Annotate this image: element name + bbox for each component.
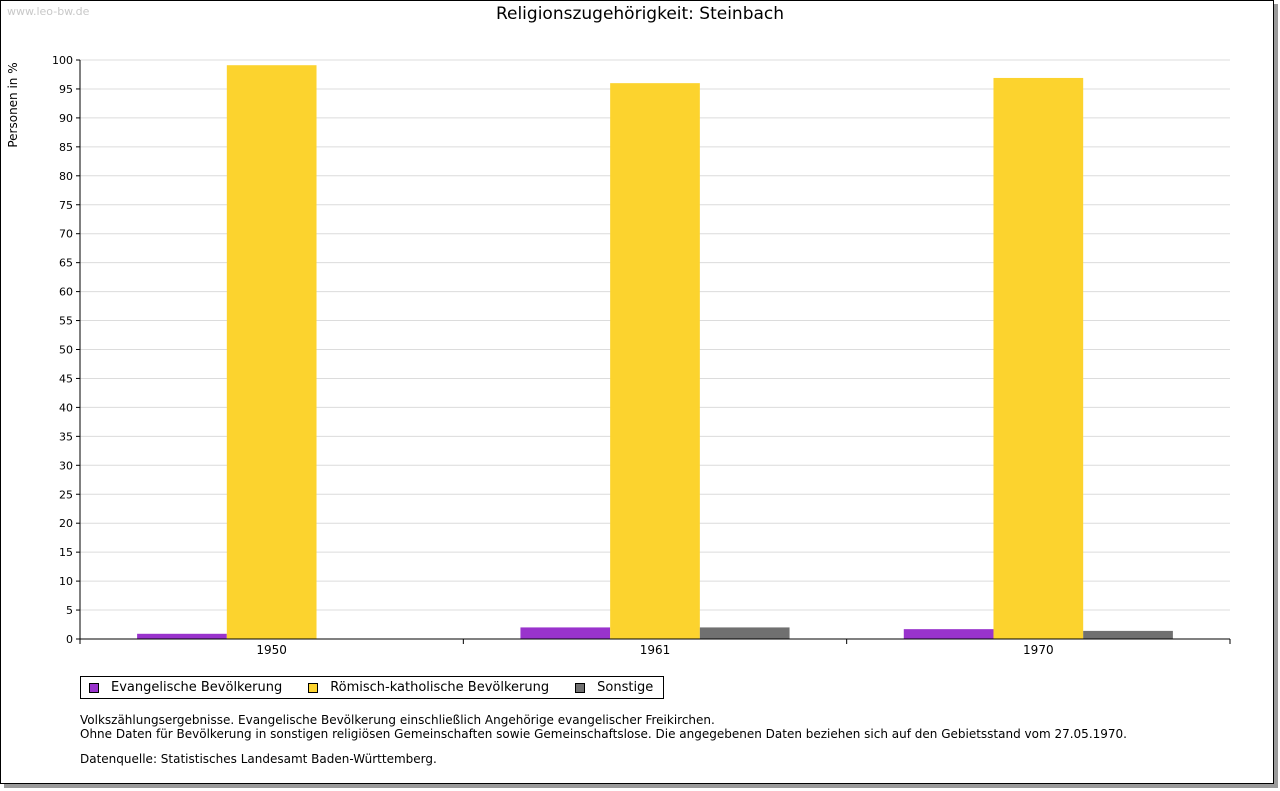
bar [903,629,994,639]
y-tick-label: 70 [59,228,73,241]
bar-chart: 0 5 10 15 20 25 30 35 40 45 50 55 60 65 70 75 80 85 90 95 10… [52,54,1231,657]
x-tick-label: 1961 [640,643,671,657]
y-tick-label: 80 [59,170,73,183]
bar [137,633,227,639]
y-tick-label: 100 [52,54,73,67]
y-tick-label: 90 [59,112,73,125]
note-line-2: Ohne Daten für Bevölkerung in sonstigen … [80,727,1127,741]
bar [993,77,1084,640]
y-tick-label: 0 [66,633,73,646]
bar [226,65,317,639]
y-tick-label: 50 [59,344,73,357]
y-tick-label: 35 [59,430,73,443]
data-source: Datenquelle: Statistisches Landesamt Bad… [80,752,437,766]
y-tick-label: 55 [59,315,73,328]
legend-label-katholisch: Römisch-katholische Bevölkerung [330,680,550,695]
y-tick-label: 15 [59,546,73,559]
y-tick-label: 60 [59,286,73,299]
bar [699,627,790,639]
bar [520,627,611,639]
legend-label-sonstige: Sonstige [597,680,654,695]
y-tick-label: 5 [66,604,73,617]
y-tick-label: 20 [59,517,73,530]
y-tick-label: 95 [59,83,73,96]
legend-swatch-evangelisch [89,682,99,693]
legend-swatch-katholisch [308,682,319,693]
legend-label-evangelisch: Evangelische Bevölkerung [111,680,283,695]
y-tick-label: 40 [59,401,73,414]
legend-swatch-sonstige [575,682,586,693]
watermark: www.leo-bw.de [7,5,90,18]
y-tick-label: 30 [59,459,73,472]
chart-notes: Volkszählungsergebnisse. Evangelische Be… [80,713,1127,741]
legend-item-katholisch: Römisch-katholische Bevölkerung [308,680,549,695]
y-tick-label: 75 [59,199,73,212]
bar [1083,630,1173,639]
x-tick-label: 1950 [256,643,287,657]
legend-item-sonstige: Sonstige [575,680,653,695]
legend-item-evangelisch: Evangelische Bevölkerung [89,680,282,695]
chart-title: Religionszugehörigkeit: Steinbach [495,4,785,24]
y-tick-label: 45 [59,372,73,385]
y-tick-label: 10 [59,575,73,588]
y-tick-label: 25 [59,488,73,501]
x-tick-label: 1970 [1023,643,1054,657]
y-tick-label: 65 [59,257,73,270]
chart-legend: Evangelische Bevölkerung Römisch-katholi… [80,676,665,699]
bar [610,83,700,639]
note-line-1: Volkszählungsergebnisse. Evangelische Be… [80,713,715,727]
y-tick-label: 85 [59,141,73,154]
